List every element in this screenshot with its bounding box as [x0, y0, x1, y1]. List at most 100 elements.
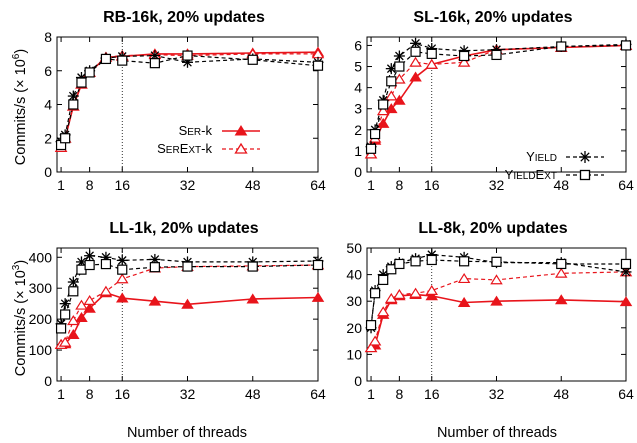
series-line — [60, 291, 319, 346]
data-point — [619, 296, 633, 307]
data-point — [368, 335, 382, 346]
x-tick-label: 8 — [395, 177, 403, 193]
data-point — [459, 50, 470, 62]
data-point — [247, 261, 258, 272]
data-point — [99, 285, 113, 296]
x-tick-label: 8 — [86, 177, 94, 193]
data-point — [410, 256, 421, 267]
data-point — [55, 323, 67, 334]
y-tick-label: 0 — [354, 164, 362, 180]
y-tick-label: 50 — [346, 240, 362, 256]
data-point — [378, 99, 389, 110]
data-point — [556, 258, 567, 270]
data-point — [67, 315, 80, 326]
data-point — [149, 262, 160, 273]
data-point — [490, 274, 503, 285]
x-tick-label: 64 — [618, 386, 634, 402]
data-point — [67, 328, 80, 340]
y-axis-label-top: Commits/s (× 106) — [11, 49, 29, 165]
series-line — [370, 44, 627, 149]
data-point — [491, 256, 502, 267]
series-line — [370, 259, 626, 326]
legend-marker-serext-k — [234, 142, 248, 154]
x-tick-label: 32 — [180, 386, 196, 402]
data-point — [394, 61, 405, 72]
y-axis-label-bottom: Commits/s (× 103) — [11, 260, 29, 376]
data-point — [386, 76, 397, 87]
data-point — [376, 105, 390, 116]
data-point — [385, 90, 398, 101]
data-point — [365, 143, 377, 154]
data-point — [76, 77, 87, 88]
legend-label-yield: YIELD — [526, 149, 557, 164]
y-tick-label: 4 — [354, 80, 362, 96]
data-point — [116, 254, 128, 266]
y-tick-label: 8 — [44, 29, 52, 45]
data-point — [115, 292, 129, 303]
chart-title-ll1k: LL-1k, 20% updates — [109, 220, 258, 237]
data-point — [457, 272, 471, 284]
chart-title-rb16k: RB-16k, 20% updates — [103, 9, 265, 26]
y-tick-label: 40 — [346, 267, 362, 283]
x-tick-label: 16 — [424, 177, 440, 193]
data-point — [182, 50, 193, 61]
data-point — [58, 336, 72, 347]
y-tick-label: 3 — [354, 101, 362, 117]
data-point — [68, 99, 79, 110]
data-point — [425, 290, 439, 301]
y-tick-label: 2 — [354, 122, 362, 138]
y-tick-label: 6 — [354, 37, 362, 53]
data-point — [60, 133, 71, 144]
series-line — [60, 263, 319, 329]
data-point — [84, 250, 96, 262]
data-point — [394, 258, 405, 270]
data-point — [425, 284, 439, 295]
x-tick-label: 64 — [310, 386, 326, 402]
data-point — [385, 103, 398, 114]
data-point — [246, 293, 260, 304]
legend-label-serext-k: SEREXT-k — [157, 141, 212, 156]
y-tick-label: 20 — [346, 320, 362, 336]
x-tick-label: 48 — [245, 177, 261, 193]
x-tick-label: 1 — [367, 386, 375, 402]
legend-label-yieldext: YIELDEXT — [505, 167, 557, 182]
data-point — [556, 41, 567, 52]
data-point — [393, 288, 406, 299]
data-point — [369, 288, 381, 299]
x-axis-label-left: Number of threads — [127, 425, 247, 441]
series-line — [370, 44, 627, 155]
x-tick-label: 1 — [367, 177, 375, 193]
data-point — [117, 264, 128, 275]
y-tick-label: 300 — [29, 280, 53, 296]
data-point — [410, 46, 421, 57]
data-point — [364, 342, 378, 353]
x-tick-label: 16 — [114, 177, 130, 193]
chart-title-sl16k: SL-16k, 20% updates — [413, 9, 572, 26]
data-point — [312, 259, 324, 271]
data-point — [410, 37, 422, 49]
data-point — [182, 261, 193, 272]
data-point — [60, 309, 71, 320]
y-tick-label: 400 — [29, 249, 53, 265]
x-tick-label: 32 — [489, 386, 505, 402]
data-point — [83, 302, 96, 313]
data-point — [378, 274, 389, 286]
data-point — [554, 294, 568, 305]
data-point — [149, 58, 160, 69]
data-point — [425, 58, 439, 69]
x-tick-label: 8 — [395, 386, 403, 402]
chart-title-ll8k: LL-8k, 20% updates — [418, 220, 567, 237]
data-point — [426, 254, 437, 266]
y-tick-label: 30 — [346, 293, 362, 309]
legend-marker-ser-k — [234, 125, 248, 136]
x-tick-label: 16 — [114, 386, 130, 402]
data-point — [247, 54, 258, 65]
legend-label-ser-k: SER-k — [179, 123, 213, 138]
data-point — [409, 287, 422, 298]
x-tick-label: 32 — [180, 177, 196, 193]
y-tick-label: 0 — [354, 373, 362, 389]
data-point — [311, 291, 325, 302]
y-tick-label: 200 — [29, 311, 53, 327]
y-tick-label: 10 — [346, 346, 362, 362]
